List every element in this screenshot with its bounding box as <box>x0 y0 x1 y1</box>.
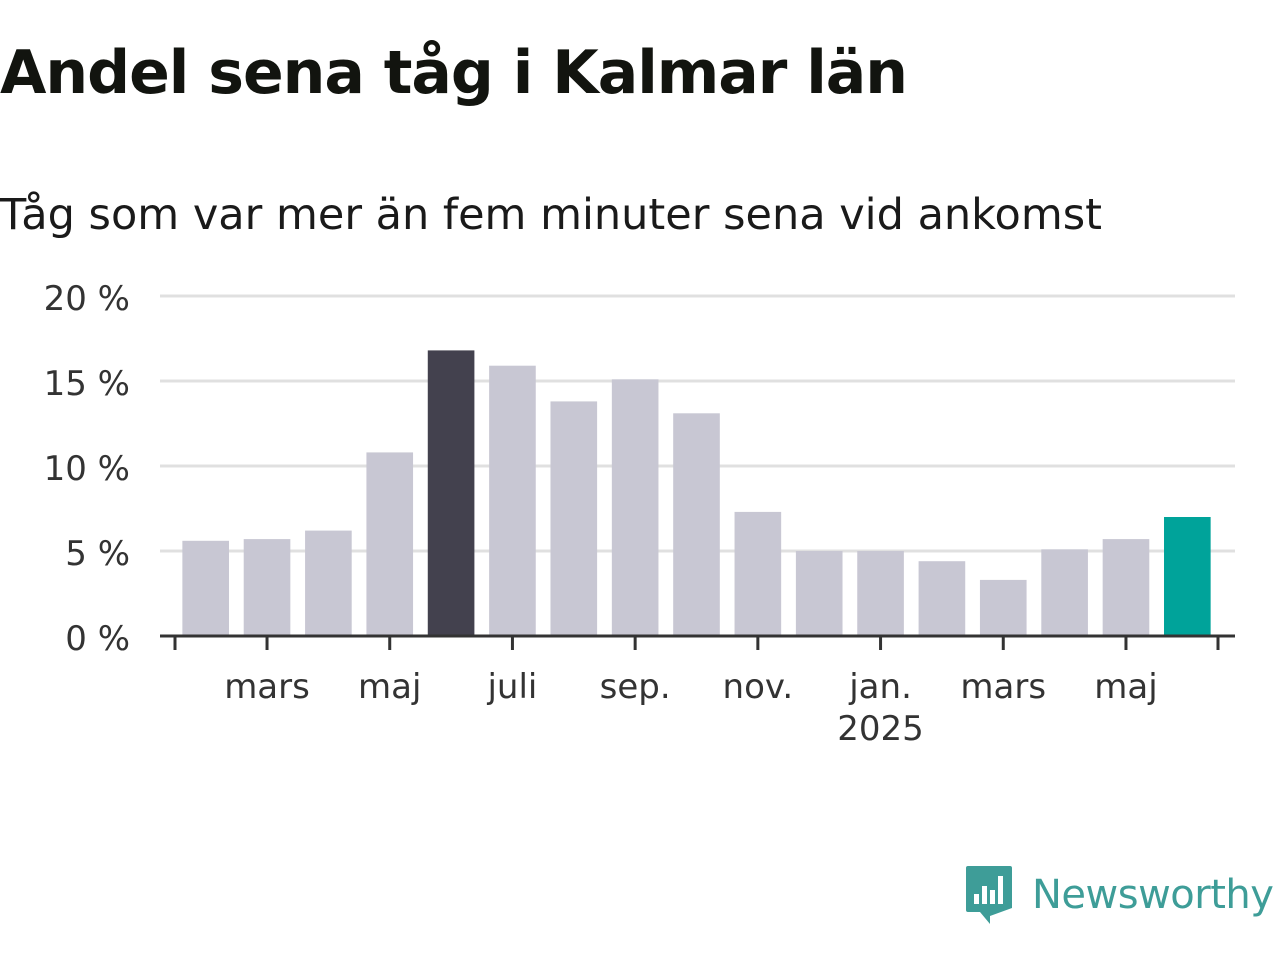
bar <box>427 350 475 636</box>
bar <box>366 452 414 636</box>
bar <box>243 539 291 636</box>
bar <box>1102 539 1150 636</box>
bar <box>979 579 1027 636</box>
bar <box>795 551 843 636</box>
bar <box>857 551 904 636</box>
y-tick-label: 20 % <box>44 279 130 319</box>
x-tick-label: jan. <box>848 667 912 707</box>
bar <box>550 401 598 636</box>
newsworthy-logo-icon <box>966 866 1012 924</box>
bar <box>305 530 352 636</box>
bar <box>673 413 720 636</box>
chart-title: Andel sena tåg i Kalmar län <box>0 38 908 108</box>
x-tick-label: sep. <box>600 667 671 707</box>
bar <box>918 561 966 636</box>
chart-subtitle: Tåg som var mer än fem minuter sena vid … <box>0 190 1103 240</box>
bar <box>611 379 659 636</box>
bar <box>1041 549 1088 636</box>
brand-name: Newsworthy <box>1032 872 1274 918</box>
x-tick-label: maj <box>358 667 421 707</box>
x-tick-label: maj <box>1094 667 1157 707</box>
x-tick-label: nov. <box>723 667 794 707</box>
y-tick-label: 15 % <box>44 364 130 404</box>
y-tick-label: 5 % <box>65 534 130 574</box>
bar <box>1164 517 1211 636</box>
y-tick-label: 10 % <box>44 449 130 489</box>
x-tick-label: mars <box>960 667 1046 707</box>
x-tick-label: juli <box>486 667 537 707</box>
x-tick-label: mars <box>224 667 310 707</box>
brand-logo: Newsworthy <box>964 864 1274 926</box>
bar <box>182 540 229 636</box>
x-year-label: 2025 <box>837 709 924 749</box>
y-tick-label: 0 % <box>65 619 130 659</box>
bar <box>734 511 782 636</box>
bar <box>489 365 536 636</box>
